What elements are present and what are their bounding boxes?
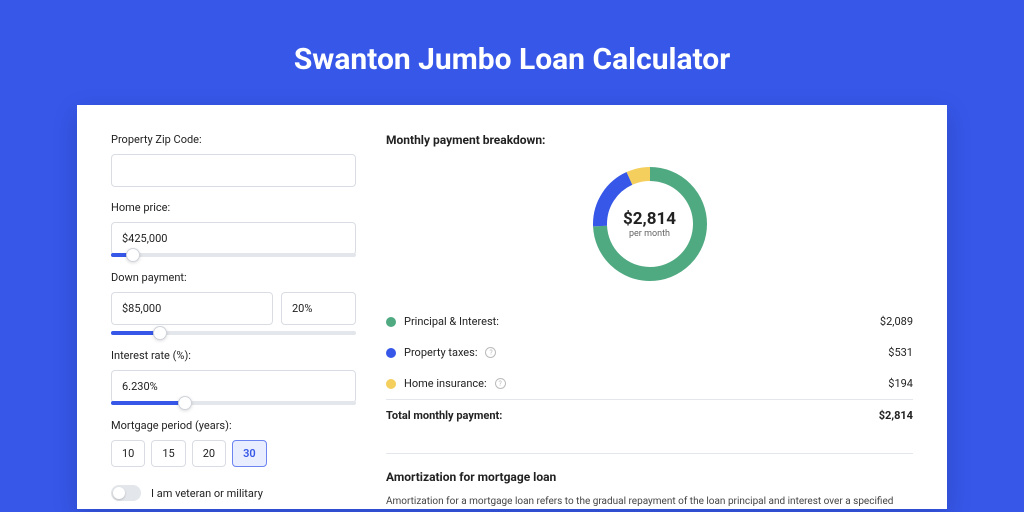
- legend-row: Home insurance:? $194: [386, 368, 913, 399]
- price-group: Home price:: [111, 201, 356, 257]
- period-button-20[interactable]: 20: [192, 440, 226, 467]
- period-button-15[interactable]: 15: [151, 440, 185, 467]
- amortization-section: Amortization for mortgage loan Amortizat…: [386, 453, 913, 509]
- veteran-toggle[interactable]: [111, 485, 141, 501]
- veteran-label: I am veteran or military: [151, 487, 263, 500]
- down-slider[interactable]: [111, 331, 356, 335]
- legend-dot: [386, 317, 396, 327]
- period-group: Mortgage period (years): 1015 2030: [111, 419, 356, 467]
- legend-total-row: Total monthly payment: $2,814: [386, 399, 913, 431]
- total-label: Total monthly payment:: [386, 409, 502, 422]
- info-icon[interactable]: ?: [495, 378, 506, 389]
- rate-slider-thumb[interactable]: [178, 396, 192, 410]
- legend-dot: [386, 379, 396, 389]
- legend-label: Property taxes:: [404, 346, 477, 359]
- legend-value: $531: [888, 346, 913, 359]
- amortization-text: Amortization for a mortgage loan refers …: [386, 494, 913, 509]
- period-button-10[interactable]: 10: [111, 440, 145, 467]
- donut-chart: $2,814 per month: [386, 161, 913, 287]
- down-pct-input[interactable]: [281, 292, 356, 325]
- price-slider-thumb[interactable]: [126, 248, 140, 262]
- price-label: Home price:: [111, 201, 356, 214]
- zip-group: Property Zip Code:: [111, 133, 356, 187]
- legend-dot: [386, 348, 396, 358]
- down-group: Down payment:: [111, 271, 356, 335]
- form-panel: Property Zip Code: Home price: Down paym…: [111, 133, 356, 509]
- breakdown-panel: Monthly payment breakdown: $2,814 per mo…: [386, 133, 913, 509]
- amortization-title: Amortization for mortgage loan: [386, 470, 913, 484]
- legend-label: Home insurance:: [404, 377, 487, 390]
- rate-label: Interest rate (%):: [111, 349, 356, 362]
- legend-label: Principal & Interest:: [404, 315, 499, 328]
- zip-input[interactable]: [111, 154, 356, 187]
- veteran-row: I am veteran or military: [111, 485, 356, 501]
- page-title: Swanton Jumbo Loan Calculator: [0, 0, 1024, 105]
- down-slider-thumb[interactable]: [153, 326, 167, 340]
- breakdown-title: Monthly payment breakdown:: [386, 133, 913, 147]
- legend-row: Principal & Interest: $2,089: [386, 306, 913, 337]
- legend-value: $194: [888, 377, 913, 390]
- rate-input[interactable]: [111, 370, 356, 403]
- toggle-knob: [113, 487, 125, 499]
- zip-label: Property Zip Code:: [111, 133, 356, 146]
- down-amount-input[interactable]: [111, 292, 273, 325]
- donut-amount: $2,814: [623, 209, 676, 229]
- rate-group: Interest rate (%):: [111, 349, 356, 405]
- total-value: $2,814: [879, 409, 913, 422]
- legend-row: Property taxes:? $531: [386, 337, 913, 368]
- period-label: Mortgage period (years):: [111, 419, 356, 432]
- price-input[interactable]: [111, 222, 356, 255]
- legend-value: $2,089: [880, 315, 913, 328]
- period-button-30[interactable]: 30: [232, 440, 267, 467]
- info-icon[interactable]: ?: [485, 347, 496, 358]
- price-slider[interactable]: [111, 253, 356, 257]
- donut-sub: per month: [629, 229, 670, 239]
- calculator-card: Property Zip Code: Home price: Down paym…: [77, 105, 947, 509]
- down-label: Down payment:: [111, 271, 356, 284]
- rate-slider[interactable]: [111, 401, 356, 405]
